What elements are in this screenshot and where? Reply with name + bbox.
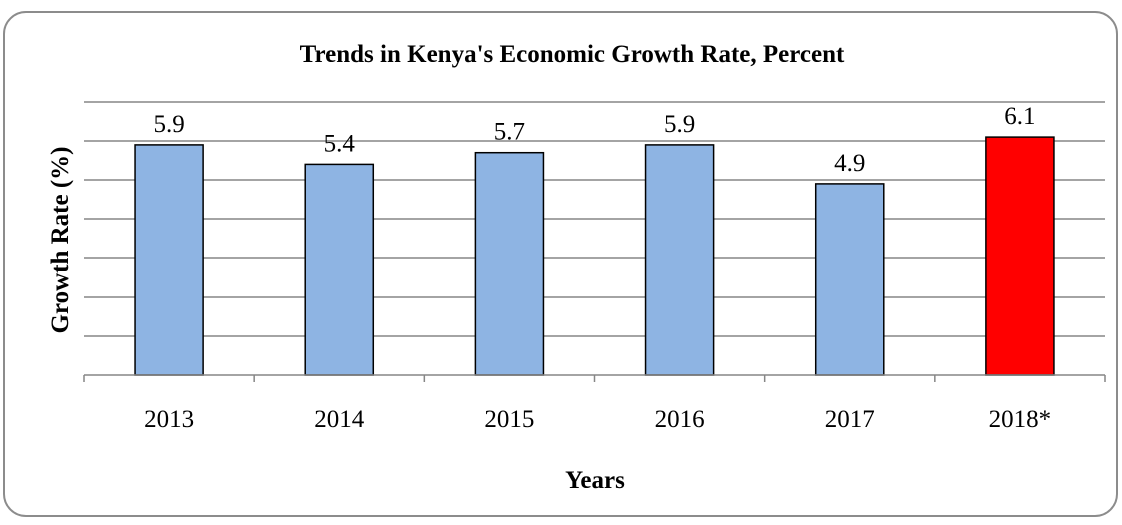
- x-axis-label: Years: [565, 467, 625, 494]
- gridlines: [84, 101, 1105, 337]
- chart-title: Trends in Kenya's Economic Growth Rate, …: [300, 41, 845, 68]
- data-label: 5.4: [324, 130, 356, 157]
- x-tick-label: 2015: [484, 406, 534, 433]
- x-tick-label: 2014: [314, 406, 365, 433]
- x-tick-label: 2013: [144, 406, 194, 433]
- data-label: 6.1: [1004, 103, 1035, 130]
- data-label: 5.7: [494, 119, 525, 146]
- x-axis: [83, 374, 1106, 382]
- bar: [985, 136, 1055, 376]
- x-tick-label: 2018*: [989, 406, 1052, 433]
- bar: [304, 163, 375, 376]
- y-axis-label: Growth Rate (%): [47, 147, 74, 334]
- x-tick-label: 2017: [825, 406, 875, 433]
- data-label: 4.9: [834, 150, 865, 177]
- data-label: 5.9: [153, 111, 184, 138]
- bar: [474, 151, 545, 376]
- value-labels: 5.9 5.4 5.7 5.9 4.9 6.1: [153, 103, 1035, 177]
- data-label: 5.9: [664, 111, 695, 138]
- bar: [134, 144, 204, 376]
- bar: [814, 183, 885, 376]
- x-tick-label: 2016: [655, 406, 705, 433]
- bar: [644, 144, 715, 376]
- x-tick-labels: 2013 2014 2015 2016 2017 2018*: [144, 406, 1051, 433]
- chart-border: [3, 11, 1118, 517]
